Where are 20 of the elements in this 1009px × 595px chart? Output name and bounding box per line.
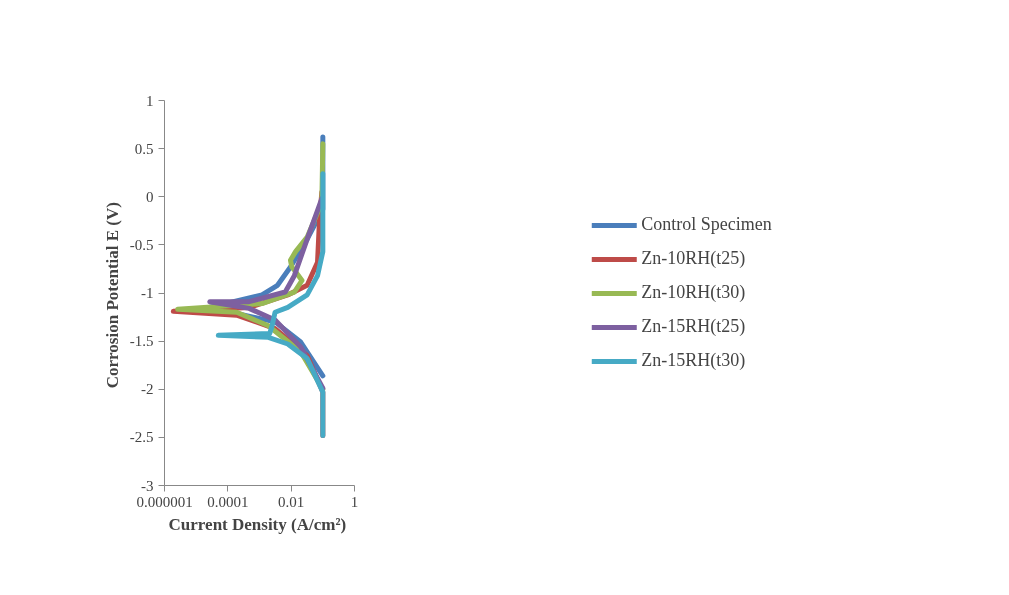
y-tick-label: 0 xyxy=(146,188,154,205)
legend-label: Zn-15RH(t30) xyxy=(641,349,746,372)
x-tick-label: 0.000001 xyxy=(136,493,193,510)
y-tick-label: -1 xyxy=(141,285,154,301)
x-axis-title: Current Density (A/cm²) xyxy=(168,514,347,534)
x-tick-label: 0.0001 xyxy=(207,493,249,510)
y-tick-label: -2 xyxy=(141,381,154,398)
y-axis-title: Corrosion Potential E (V) xyxy=(102,202,122,389)
y-tick-label: -1.5 xyxy=(129,333,154,350)
x-tick-label: 1 xyxy=(350,493,359,510)
y-tick-label: 0.5 xyxy=(134,140,154,157)
x-tick-label: 0.01 xyxy=(278,493,305,510)
y-tick-label: 1 xyxy=(146,92,154,109)
legend-label: Zn-15RH(t25) xyxy=(641,315,746,338)
y-tick-label: -0.5 xyxy=(129,236,154,253)
legend-label: Zn-10RH(t25) xyxy=(641,247,746,270)
y-tick-label: -2.5 xyxy=(129,429,154,446)
y-tick-label: -3 xyxy=(141,477,154,494)
legend-label: Control Specimen xyxy=(641,213,772,236)
legend-label: Zn-10RH(t30) xyxy=(641,281,746,304)
